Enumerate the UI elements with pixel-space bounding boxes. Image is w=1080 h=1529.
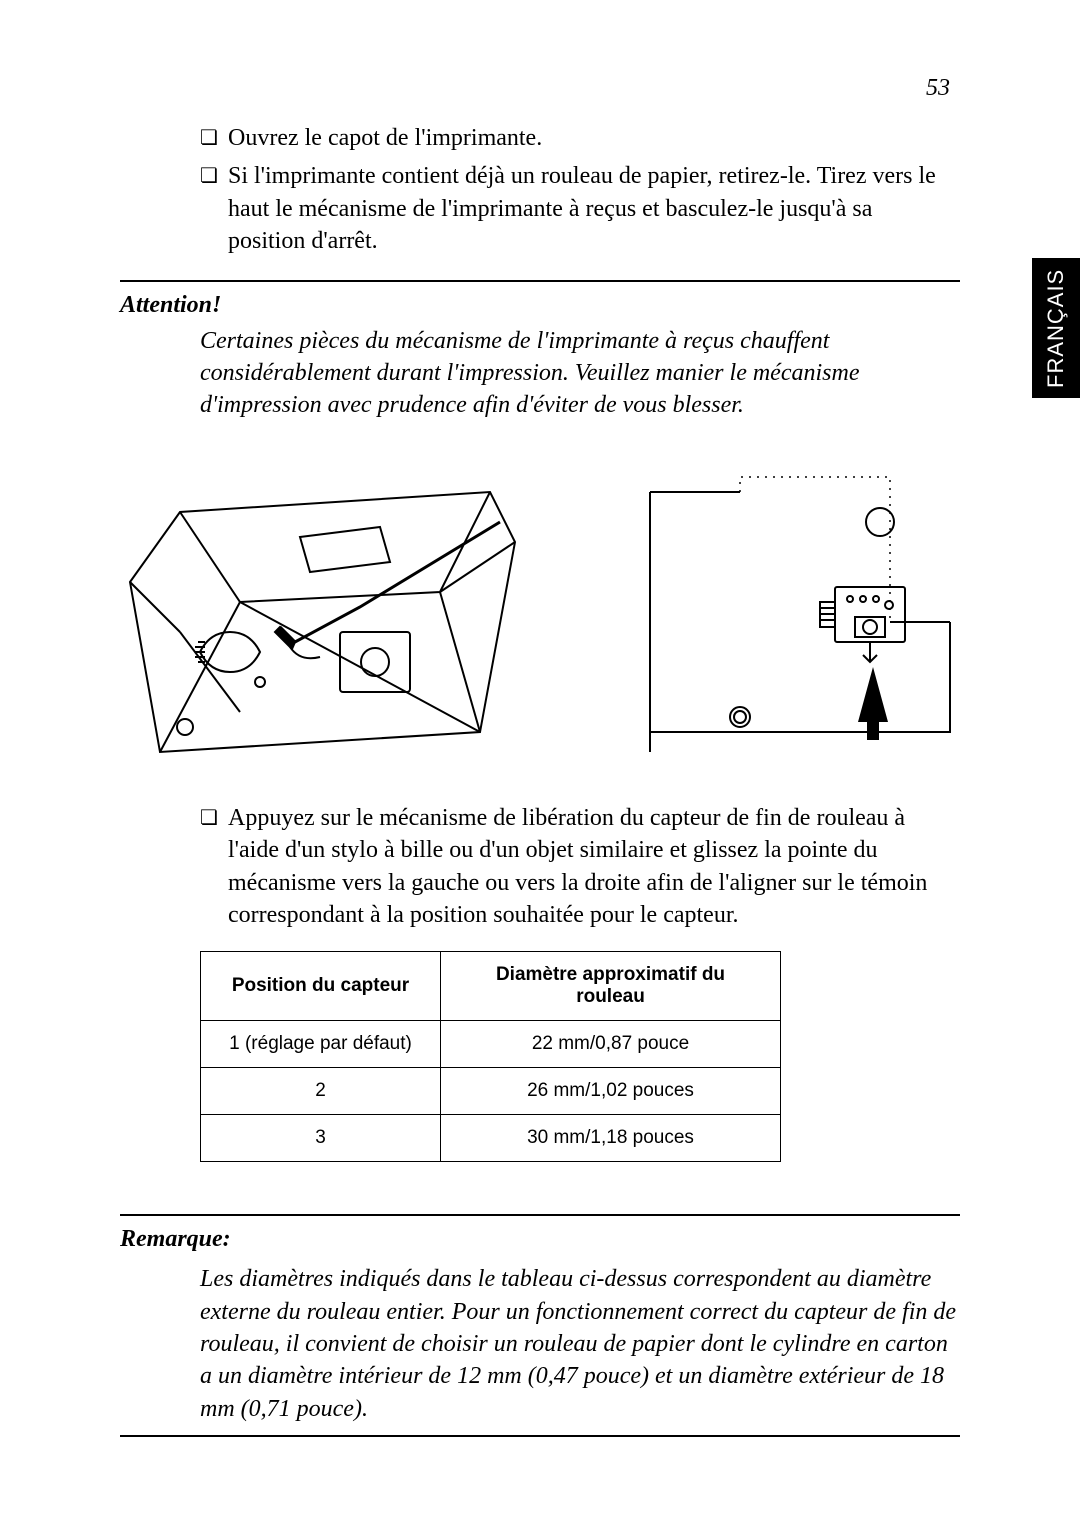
table-header: Position du capteur	[201, 952, 441, 1021]
bullet-text: Appuyez sur le mécanisme de libération d…	[228, 802, 940, 932]
attention-heading: Attention!	[120, 292, 960, 319]
table-cell: 2	[201, 1068, 441, 1115]
top-bullet-list: ❏ Ouvrez le capot de l'imprimante. ❏ Si …	[200, 122, 940, 258]
divider	[120, 1214, 960, 1216]
remarque-body: Les diamètres indiqués dans le tableau c…	[200, 1263, 960, 1425]
attention-body: Certaines pièces du mécanisme de l'impri…	[200, 325, 960, 422]
list-item: ❏ Ouvrez le capot de l'imprimante.	[200, 122, 940, 154]
table-row: 2 26 mm/1,02 pouces	[201, 1068, 781, 1115]
figure-left	[120, 452, 520, 762]
bullet-text: Si l'imprimante contient déjà un rouleau…	[228, 160, 940, 257]
bullet-icon: ❏	[200, 160, 228, 192]
bullet-text: Ouvrez le capot de l'imprimante.	[228, 122, 940, 154]
divider	[120, 280, 960, 282]
bullet-icon: ❏	[200, 802, 228, 834]
figure-right	[640, 472, 960, 752]
table-cell: 30 mm/1,18 pouces	[441, 1115, 781, 1162]
table-cell: 26 mm/1,02 pouces	[441, 1068, 781, 1115]
table-cell: 22 mm/0,87 pouce	[441, 1021, 781, 1068]
bullet-icon: ❏	[200, 122, 228, 154]
table-cell: 3	[201, 1115, 441, 1162]
table-cell: 1 (réglage par défaut)	[201, 1021, 441, 1068]
sensor-position-table: Position du capteur Diamètre approximati…	[200, 951, 781, 1162]
divider	[120, 1435, 960, 1437]
list-item: ❏ Si l'imprimante contient déjà un roule…	[200, 160, 940, 257]
remarque-heading: Remarque:	[120, 1226, 960, 1253]
table-header: Diamètre approximatif du rouleau	[441, 952, 781, 1021]
table-row: 1 (réglage par défaut) 22 mm/0,87 pouce	[201, 1021, 781, 1068]
list-item: ❏ Appuyez sur le mécanisme de libération…	[200, 802, 940, 932]
page-number: 53	[926, 75, 950, 102]
figures-row	[120, 452, 960, 762]
table-row: 3 30 mm/1,18 pouces	[201, 1115, 781, 1162]
language-tab: FRANÇAIS	[1032, 258, 1080, 398]
mid-bullet-list: ❏ Appuyez sur le mécanisme de libération…	[200, 802, 940, 932]
